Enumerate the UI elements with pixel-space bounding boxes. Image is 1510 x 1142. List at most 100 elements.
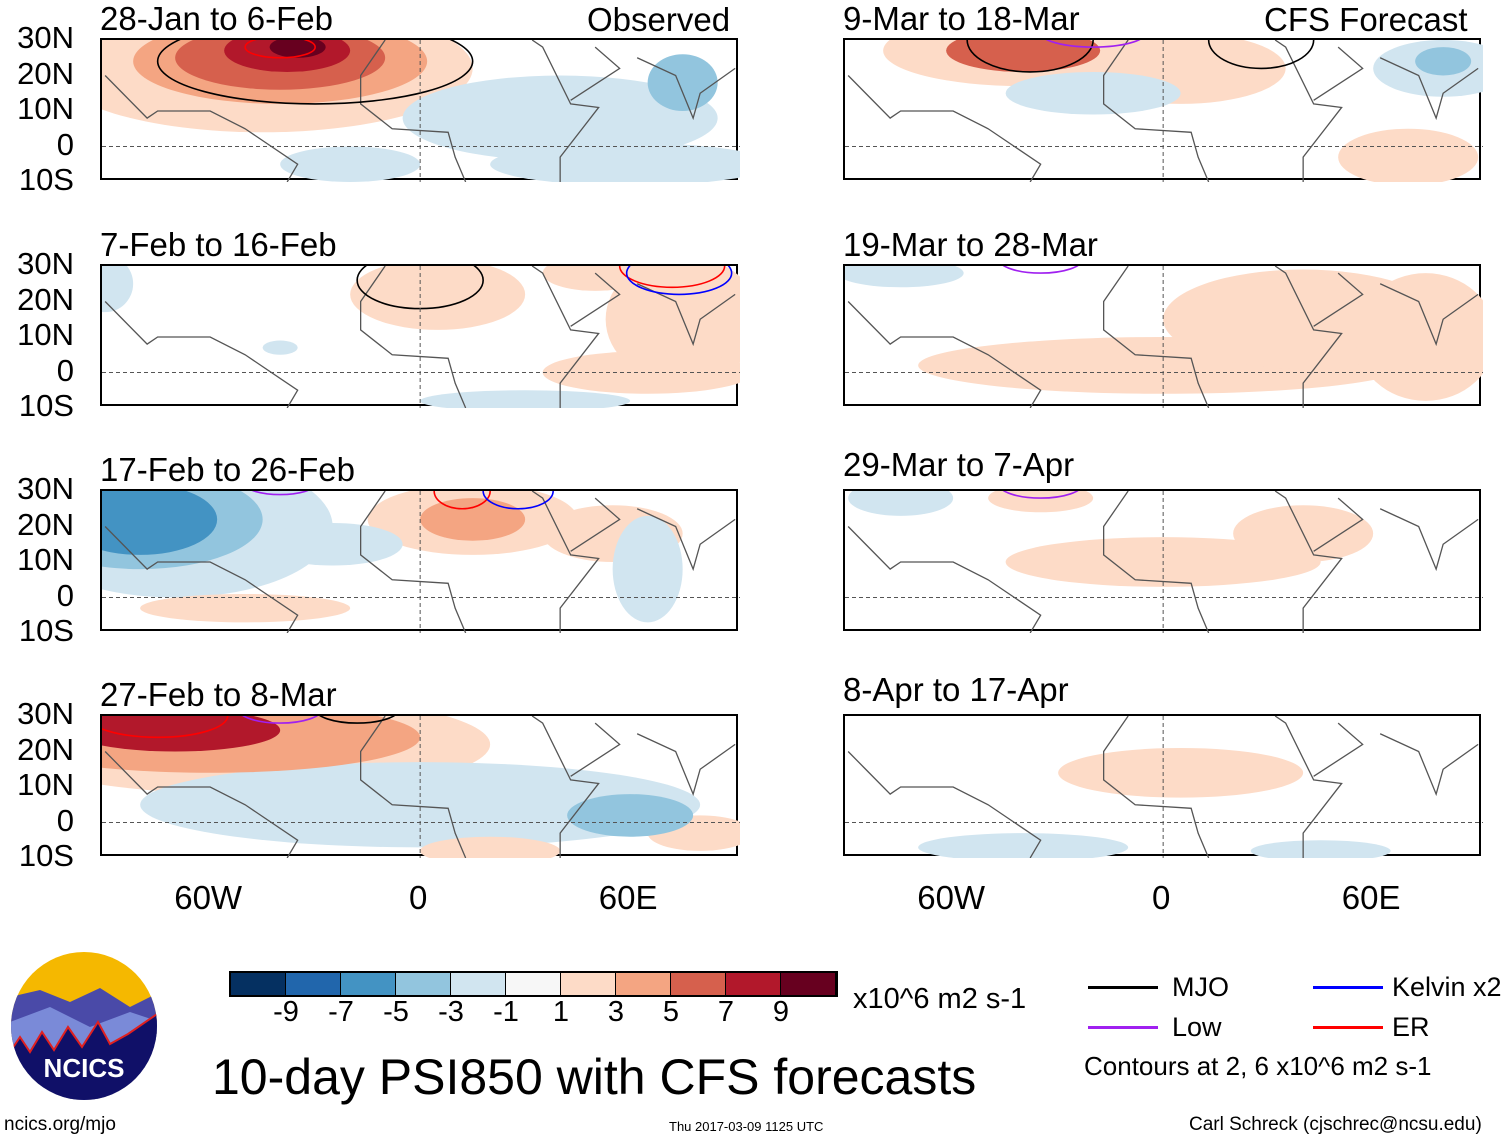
legend-kelvin-line (1313, 986, 1383, 989)
lat-label: 30N (17, 20, 74, 55)
anomaly-shading (102, 491, 218, 555)
anomaly-shading (280, 146, 421, 182)
lat-label: 10N (17, 317, 74, 352)
contour-line (966, 40, 1094, 73)
anomaly-map (845, 491, 1483, 633)
lon-label: 0 (408, 879, 428, 916)
lat-label: 0 (56, 577, 74, 613)
contour-line (433, 491, 491, 510)
map-panel (843, 264, 1483, 408)
coastline (847, 751, 1042, 858)
anomaly-map (845, 716, 1483, 858)
lat-label: 0 (56, 352, 74, 388)
legend-er: ER (1392, 1012, 1430, 1042)
map-panel (100, 489, 740, 633)
lat-label: 30N (17, 696, 74, 731)
anomaly-shading (420, 390, 631, 408)
map-panel (100, 264, 740, 408)
colorbar-tick: 7 (717, 996, 735, 1028)
anomaly-shading (402, 75, 718, 161)
panel-title: 8-Apr to 17-Apr (843, 671, 1069, 708)
anomaly-shading (1005, 71, 1181, 115)
lat-label: 20N (17, 55, 74, 91)
anomaly-shading (262, 340, 298, 355)
forecast-label: CFS Forecast (1264, 1, 1468, 38)
contour-line (618, 266, 726, 289)
contour-line (319, 716, 396, 724)
lon-label: 60W (917, 879, 986, 916)
lon-label: 60E (598, 879, 658, 916)
anomaly-shading (845, 266, 964, 288)
anomaly-map (102, 491, 740, 633)
lat-label: 20N (17, 281, 74, 317)
panel-title: 28-Jan to 6-Feb (100, 0, 333, 37)
lat-label: 10S (18, 388, 74, 423)
colorbar-swatch (286, 973, 341, 995)
anomaly-map (845, 40, 1483, 182)
coastline (847, 75, 1042, 182)
colorbar-tick: 9 (772, 996, 790, 1028)
coastline (847, 526, 1042, 633)
anomaly-shading (140, 762, 701, 848)
lat-label: 30N (17, 246, 74, 281)
figure-title: 10-day PSI850 with CFS forecasts (212, 1049, 977, 1105)
anomaly-shading (918, 833, 1129, 858)
coastline (104, 751, 299, 858)
footer-author: Carl Schreck (cjschrec@ncsu.edu) (1189, 1114, 1482, 1135)
colorbar-tick: -9 (273, 996, 299, 1028)
colorbar-tick: -1 (493, 996, 519, 1028)
lat-label: 0 (56, 126, 74, 162)
anomaly-map (102, 40, 740, 182)
anomaly-shading (848, 491, 954, 516)
colorbar (229, 971, 838, 997)
contour-line (156, 40, 474, 105)
anomaly-shading (567, 794, 694, 837)
panel-title: 29-Mar to 7-Apr (843, 446, 1075, 483)
panel-title: 17-Feb to 26-Feb (100, 451, 355, 488)
anomaly-shading (1250, 840, 1391, 858)
map-panel (100, 714, 740, 858)
contour-line (625, 266, 733, 296)
contour-line (242, 716, 319, 724)
colorbar-swatch (561, 973, 616, 995)
colorbar-swatch (781, 973, 836, 995)
colorbar-swatch (506, 973, 561, 995)
anomaly-shading (946, 40, 1101, 72)
colorbar-tick: -7 (328, 996, 354, 1028)
contour-note: Contours at 2, 6 x10^6 m2 s-1 (1084, 1051, 1432, 1081)
contour-line (1045, 40, 1141, 48)
anomaly-shading (102, 266, 134, 313)
legend-low: Low (1172, 1012, 1222, 1042)
anomaly-shading (1338, 128, 1479, 182)
contour-line (1207, 40, 1315, 70)
coastline (104, 526, 299, 633)
anomaly-shading (420, 498, 526, 541)
map-panel (843, 714, 1483, 858)
contour-line (244, 40, 316, 59)
contour-line (1002, 266, 1079, 274)
lat-label: 10N (17, 767, 74, 802)
lat-label: 20N (17, 506, 74, 542)
lon-label: 60W (174, 879, 243, 916)
legend-mjo: MJO (1172, 972, 1229, 1002)
coastline (847, 301, 1042, 408)
anomaly-map (102, 716, 740, 858)
legend-er-line (1313, 1026, 1383, 1029)
panel-title: 19-Mar to 28-Mar (843, 226, 1098, 263)
coastline (360, 491, 736, 633)
anomaly-shading (1415, 47, 1472, 76)
colorbar-tick: 5 (662, 996, 680, 1028)
lat-label: 10S (18, 162, 74, 197)
colorbar-swatch (341, 973, 396, 995)
footer-url[interactable]: ncics.org/mjo (4, 1114, 116, 1135)
contour-line (251, 491, 309, 496)
observed-label: Observed (587, 1, 731, 38)
coastline (104, 301, 299, 408)
contour-line (482, 491, 554, 510)
contour-line (102, 716, 229, 739)
panel-title: 27-Feb to 8-Mar (100, 676, 337, 713)
anomaly-shading (988, 491, 1094, 513)
lat-label: 20N (17, 731, 74, 767)
coastline (1103, 716, 1479, 858)
